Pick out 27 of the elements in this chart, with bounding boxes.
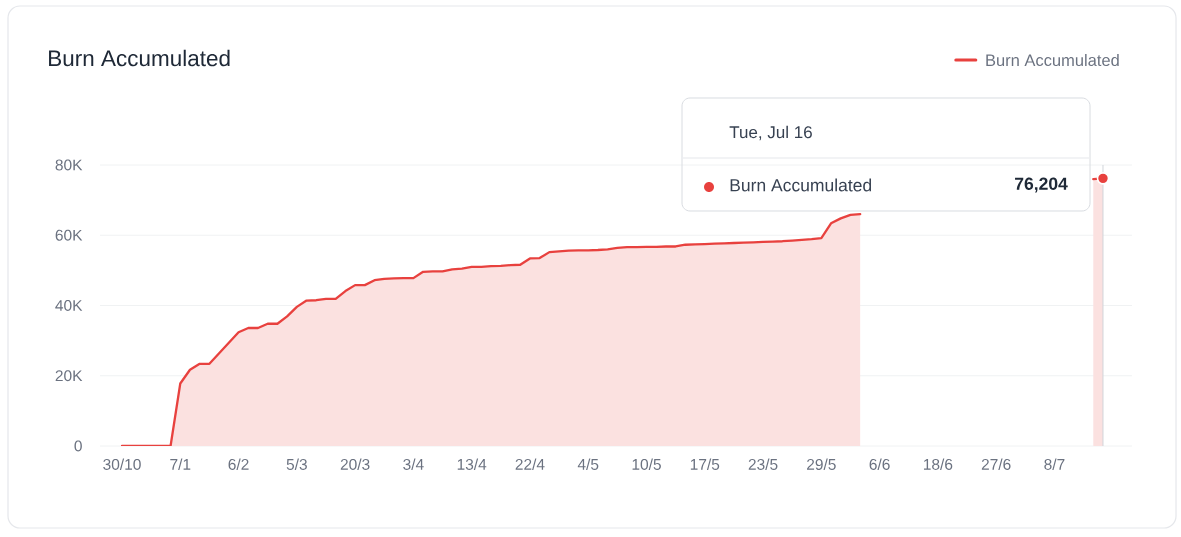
text: Tue, Jul 16 bbox=[729, 125, 812, 141]
x-tick-label: 23/5 bbox=[748, 458, 778, 470]
x-tick-label: 6/2 bbox=[228, 458, 249, 470]
x-tick-label: 3/4 bbox=[403, 458, 424, 470]
x-tick-label: 13/4 bbox=[457, 458, 487, 470]
x-tick-label: 27/6 bbox=[981, 458, 1011, 470]
y-tick-label: 0 bbox=[74, 440, 82, 452]
y-tick-label: 40K bbox=[55, 300, 83, 311]
x-tick-label: 4/5 bbox=[577, 458, 599, 470]
x-tick-label: 5/3 bbox=[286, 458, 307, 470]
x-tick-label: 18/6 bbox=[923, 458, 953, 470]
x-tick-label: 20/3 bbox=[340, 458, 370, 470]
chart-title: Burn Accumulated bbox=[49, 49, 230, 67]
x-tick-label: 22/4 bbox=[515, 458, 545, 470]
x-tick-label: 8/7 bbox=[1044, 458, 1065, 470]
x-tick-label: 7/1 bbox=[170, 458, 191, 470]
x-tick-label: 29/5 bbox=[807, 458, 836, 470]
y-tick-label: 60K bbox=[55, 229, 83, 241]
y-tick-label: 20K bbox=[55, 370, 83, 382]
x-tick-label: 10/5 bbox=[632, 458, 661, 470]
annotation: 76,204 bbox=[1015, 177, 1068, 193]
y-tick-label: 80K bbox=[55, 159, 83, 171]
legend-label: Burn Accumulated bbox=[730, 178, 872, 192]
x-tick-label: 6/6 bbox=[869, 458, 890, 470]
x-tick-label: 30/10 bbox=[103, 458, 141, 470]
text: Burn Accumulated bbox=[986, 53, 1119, 67]
x-tick-label: 17/5 bbox=[690, 458, 720, 470]
